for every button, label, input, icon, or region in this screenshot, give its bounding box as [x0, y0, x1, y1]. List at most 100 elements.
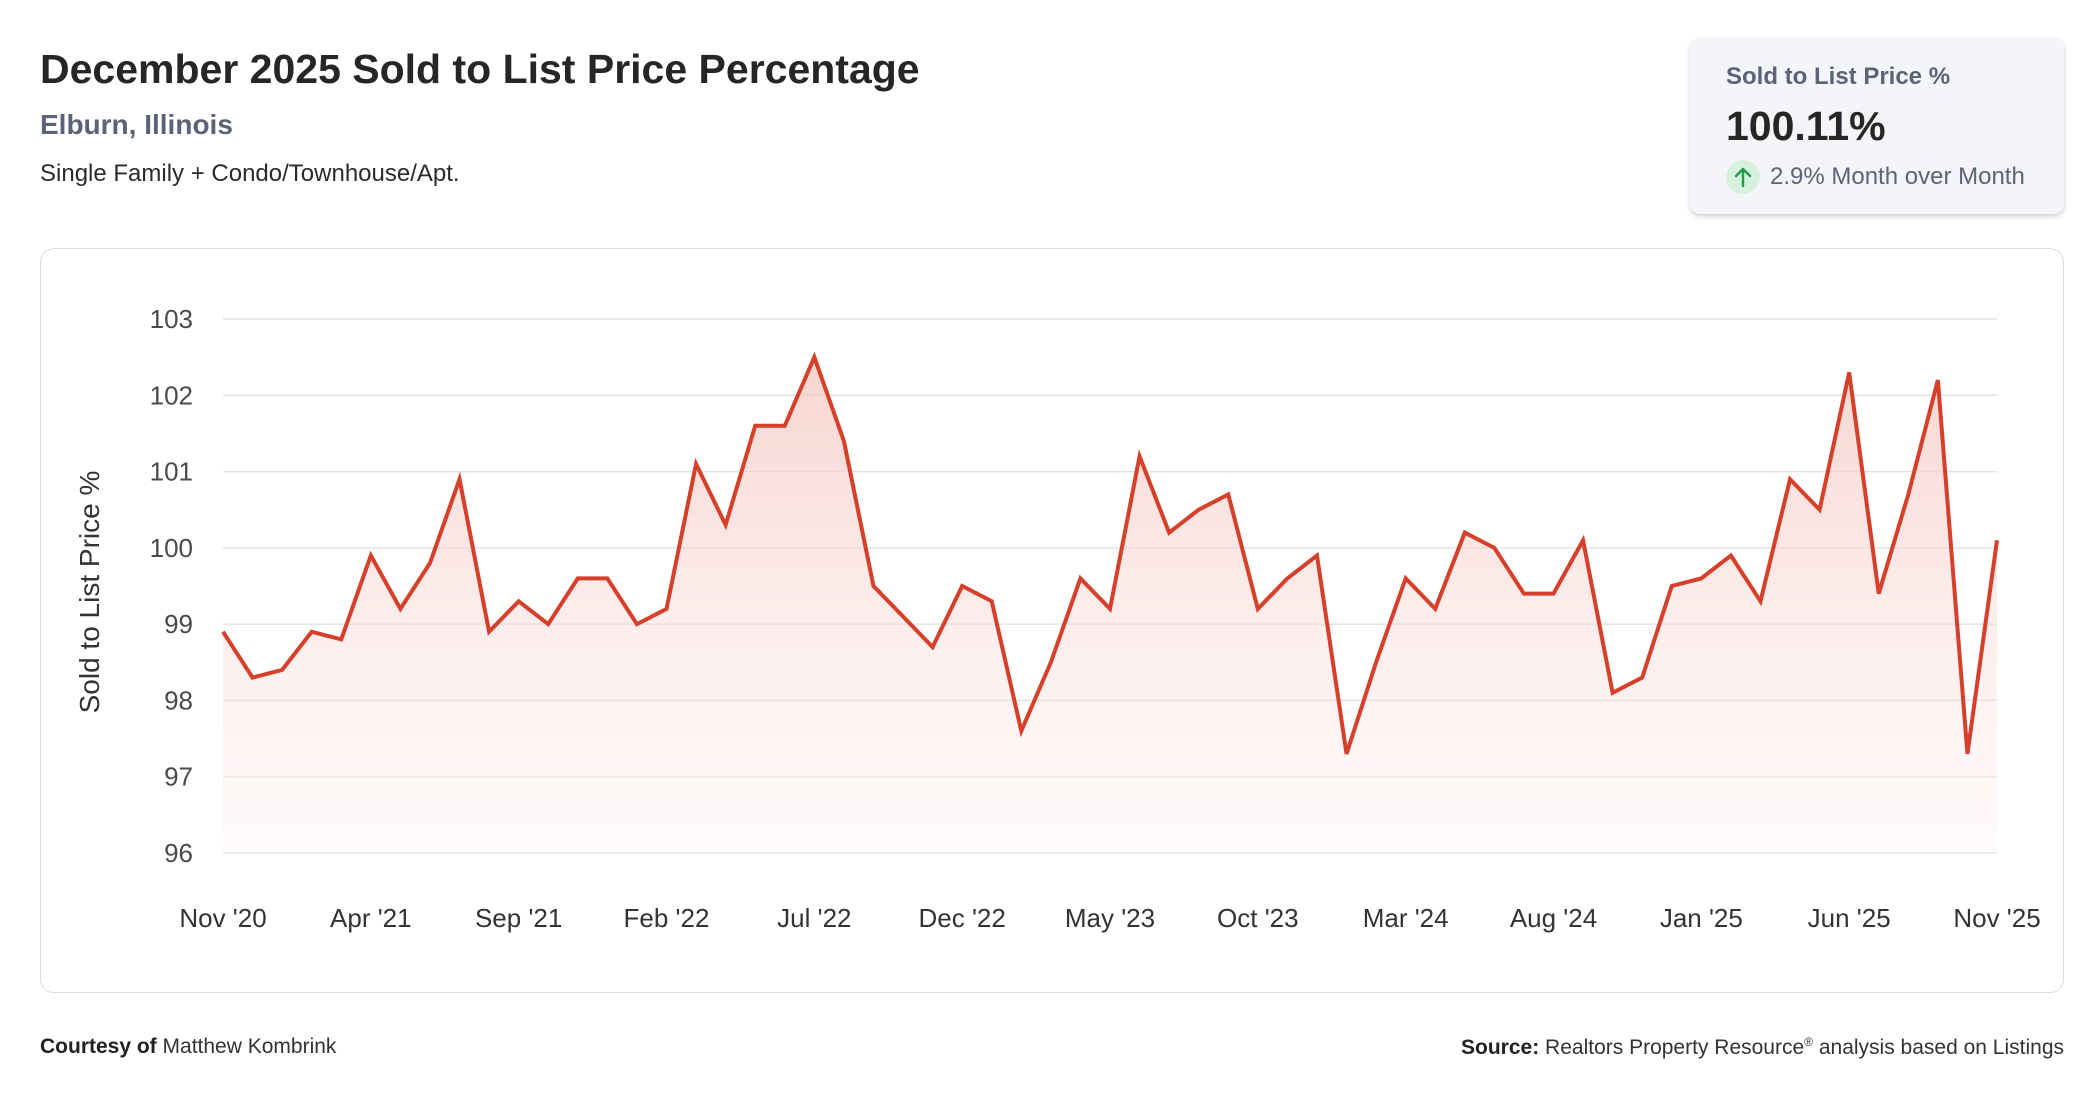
data-point[interactable]	[366, 550, 376, 560]
data-point[interactable]	[987, 596, 997, 606]
x-tick-label: Apr '21	[330, 903, 412, 933]
x-tick-label: Oct '23	[1217, 903, 1299, 933]
data-point[interactable]	[928, 642, 938, 652]
footer-courtesy: Courtesy of Matthew Kombrink	[40, 1035, 336, 1059]
data-point[interactable]	[425, 558, 435, 568]
data-point[interactable]	[1696, 573, 1706, 583]
data-point[interactable]	[1282, 573, 1292, 583]
x-tick-label: Nov '25	[1953, 903, 2040, 933]
location-subtitle: Elburn, Illinois	[40, 109, 233, 140]
data-point[interactable]	[1992, 535, 2002, 545]
data-point[interactable]	[1401, 573, 1411, 583]
data-point[interactable]	[1726, 550, 1736, 560]
data-point[interactable]	[780, 421, 790, 431]
data-point[interactable]	[1223, 489, 1233, 499]
data-point[interactable]	[1933, 375, 1943, 385]
source-label: Source:	[1461, 1036, 1540, 1059]
data-point[interactable]	[1549, 589, 1559, 599]
y-tick-label: 98	[164, 685, 193, 715]
y-tick-label: 100	[150, 533, 193, 563]
data-point[interactable]	[1962, 749, 1972, 759]
data-point[interactable]	[1135, 451, 1145, 461]
y-tick-label: 102	[150, 380, 193, 410]
data-point[interactable]	[1342, 749, 1352, 759]
data-point[interactable]	[750, 421, 760, 431]
data-point[interactable]	[395, 604, 405, 614]
data-point[interactable]	[1075, 573, 1085, 583]
data-point[interactable]	[602, 573, 612, 583]
data-point[interactable]	[1046, 657, 1056, 667]
page-title: December 2025 Sold to List Price Percent…	[40, 46, 920, 92]
data-point[interactable]	[898, 612, 908, 622]
x-tick-label: Nov '20	[179, 903, 266, 933]
data-point[interactable]	[1785, 474, 1795, 484]
data-point[interactable]	[218, 627, 228, 637]
x-tick-label: Jul '22	[777, 903, 851, 933]
data-point[interactable]	[1519, 589, 1529, 599]
stat-label: Sold to List Price %	[1726, 63, 1951, 90]
y-axis-label: Sold to List Price %	[74, 471, 105, 714]
data-point[interactable]	[1844, 367, 1854, 377]
y-tick-label: 96	[164, 838, 193, 868]
x-tick-label: Mar '24	[1363, 903, 1449, 933]
stat-card: Sold to List Price % 100.11% 2.9% Month …	[1690, 38, 2064, 214]
data-point[interactable]	[248, 673, 258, 683]
data-point[interactable]	[632, 619, 642, 629]
data-point[interactable]	[662, 604, 672, 614]
courtesy-name: Matthew Kombrink	[162, 1035, 337, 1058]
data-point[interactable]	[1667, 581, 1677, 591]
data-point[interactable]	[1016, 726, 1026, 736]
source-text-main: Realtors Property Resource	[1545, 1036, 1805, 1059]
chart-container: 96 97 98 99 100 101 102 103 Nov '20 Apr '21 Sep '…	[40, 248, 2064, 993]
series-area	[223, 357, 1997, 853]
x-tick-label: Dec '22	[918, 903, 1005, 933]
source-text-rest: analysis based on Listings	[1818, 1036, 2064, 1059]
data-point[interactable]	[455, 474, 465, 484]
data-point[interactable]	[1105, 604, 1115, 614]
registered-mark: ®	[1804, 1035, 1813, 1049]
y-tick-label: 97	[164, 762, 193, 792]
arrow-up-icon	[1726, 160, 1760, 194]
data-point[interactable]	[277, 665, 287, 675]
data-point[interactable]	[1608, 688, 1618, 698]
data-point[interactable]	[307, 627, 317, 637]
data-point[interactable]	[543, 619, 553, 629]
data-point[interactable]	[573, 573, 583, 583]
data-point[interactable]	[1578, 535, 1588, 545]
property-type-subtitle: Single Family + Condo/Townhouse/Apt.	[40, 160, 460, 187]
data-point[interactable]	[1312, 550, 1322, 560]
data-point[interactable]	[691, 459, 701, 469]
data-point[interactable]	[484, 627, 494, 637]
data-point[interactable]	[721, 520, 731, 530]
data-point[interactable]	[514, 596, 524, 606]
x-tick-label: Feb '22	[624, 903, 710, 933]
x-tick-label: Sep '21	[475, 903, 562, 933]
data-point[interactable]	[1430, 604, 1440, 614]
stat-change-text: 2.9% Month over Month	[1770, 163, 2025, 190]
y-tick-label: 101	[150, 457, 193, 487]
data-point[interactable]	[868, 581, 878, 591]
x-tick-label: Jan '25	[1660, 903, 1743, 933]
y-tick-label: 103	[150, 304, 193, 334]
data-point[interactable]	[1371, 657, 1381, 667]
x-tick-label: Aug '24	[1510, 903, 1597, 933]
data-point[interactable]	[957, 581, 967, 591]
data-point[interactable]	[1253, 604, 1263, 614]
data-point[interactable]	[1815, 505, 1825, 515]
data-point[interactable]	[1460, 528, 1470, 538]
data-point[interactable]	[1874, 589, 1884, 599]
y-tick-label: 99	[164, 609, 193, 639]
data-point[interactable]	[336, 634, 346, 644]
data-point[interactable]	[839, 436, 849, 446]
data-point[interactable]	[1903, 489, 1913, 499]
data-point[interactable]	[1637, 673, 1647, 683]
series-line	[221, 351, 1999, 755]
data-point[interactable]	[1755, 596, 1765, 606]
data-point[interactable]	[809, 352, 819, 362]
data-point[interactable]	[1489, 543, 1499, 553]
courtesy-label: Courtesy of	[40, 1035, 157, 1058]
stat-change: 2.9% Month over Month	[1726, 160, 2064, 194]
footer-source: Source: Realtors Property Resource® anal…	[1461, 1035, 2064, 1060]
data-point[interactable]	[1194, 505, 1204, 515]
data-point[interactable]	[1164, 528, 1174, 538]
